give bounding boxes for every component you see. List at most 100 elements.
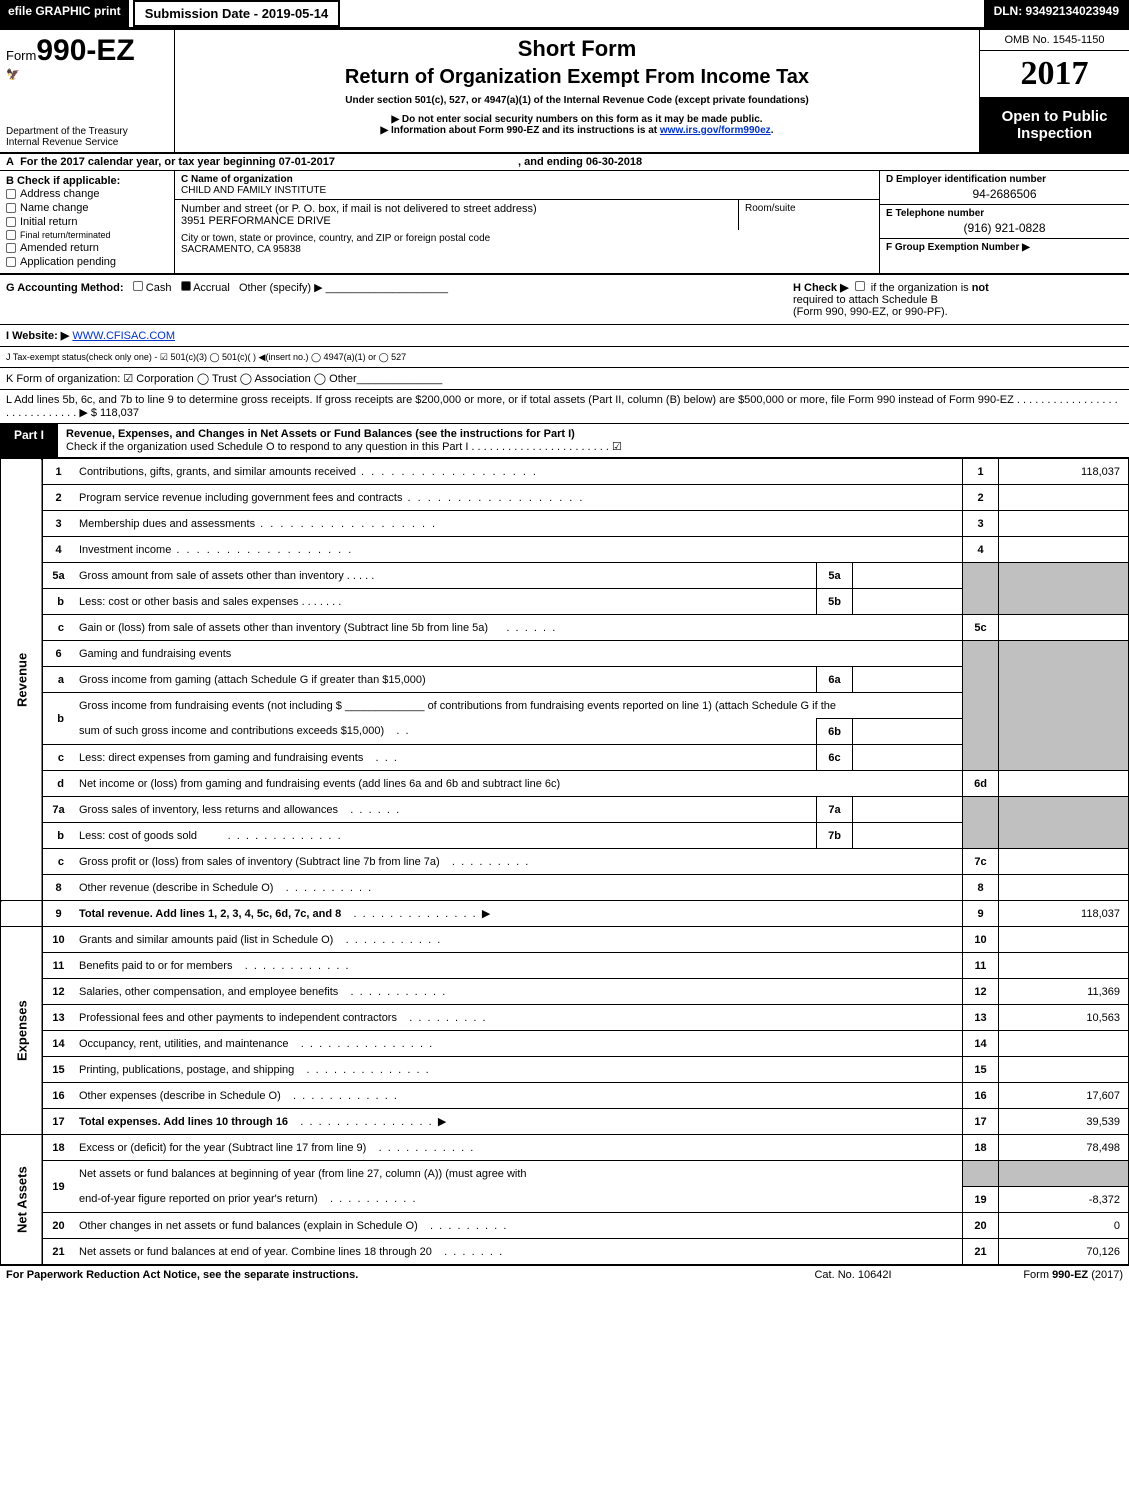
chk-initial-return[interactable]: Initial return — [6, 215, 168, 229]
open-to-public: Open to Public Inspection — [980, 98, 1129, 152]
line-num: 3 — [42, 511, 74, 537]
line-rval — [999, 1031, 1129, 1057]
checkbox-icon — [6, 243, 16, 253]
radio-icon[interactable] — [133, 281, 143, 291]
mini-val — [853, 589, 963, 615]
line-desc: Occupancy, rent, utilities, and maintena… — [74, 1031, 963, 1057]
l-gross-receipts: L Add lines 5b, 6c, and 7b to line 9 to … — [0, 390, 1129, 424]
checkbox-icon — [6, 203, 16, 213]
checkbox-icon — [6, 189, 16, 199]
line-num: 5a — [42, 563, 74, 589]
line-rnum: 3 — [963, 511, 999, 537]
mini-num: 6b — [817, 719, 853, 745]
checkbox-icon[interactable] — [855, 281, 865, 291]
line-rval: -8,372 — [999, 1187, 1129, 1213]
checkbox-icon — [6, 257, 16, 267]
line-20: 20 Other changes in net assets or fund b… — [1, 1213, 1129, 1239]
l-text: L Add lines 5b, 6c, and 7b to line 9 to … — [6, 394, 1118, 419]
line-desc: Professional fees and other payments to … — [74, 1005, 963, 1031]
i-label: I Website: ▶ — [6, 330, 69, 342]
line-desc: Other changes in net assets or fund bala… — [74, 1213, 963, 1239]
chk-final-return[interactable]: Final return/terminated — [6, 229, 168, 241]
k-text: K Form of organization: ☑ Corporation ◯ … — [6, 373, 357, 385]
g-other: Other (specify) ▶ — [239, 282, 323, 294]
line-rval: 118,037 — [999, 901, 1129, 927]
line-rval — [999, 1057, 1129, 1083]
j-tax-exempt-status: J Tax-exempt status(check only one) - ☑ … — [0, 347, 1129, 368]
mini-num: 7b — [817, 823, 853, 849]
checkbox-icon — [6, 230, 16, 240]
expenses-side-label: Expenses — [1, 927, 43, 1135]
title-col: Short Form Return of Organization Exempt… — [175, 30, 979, 152]
line-desc: Total revenue. Add lines 1, 2, 3, 4, 5c,… — [74, 901, 963, 927]
line-rnum: 9 — [963, 901, 999, 927]
chk-application-pending[interactable]: Application pending — [6, 255, 168, 269]
line-3: 3 Membership dues and assessments 3 — [1, 511, 1129, 537]
chk-label: Name change — [20, 202, 89, 214]
line-11: 11 Benefits paid to or for members . . .… — [1, 953, 1129, 979]
e-label: E Telephone number — [886, 208, 984, 219]
mini-val — [853, 719, 963, 745]
chk-name-change[interactable]: Name change — [6, 201, 168, 215]
shaded-cell — [999, 563, 1129, 615]
org-name-cell: C Name of organization CHILD AND FAMILY … — [175, 171, 879, 200]
line-num: 10 — [42, 927, 74, 953]
form-ref-prefix: Form — [1023, 1269, 1052, 1281]
form-ref: Form 990-EZ (2017) — [943, 1269, 1123, 1281]
line-1: Revenue 1 Contributions, gifts, grants, … — [1, 459, 1129, 485]
footer: For Paperwork Reduction Act Notice, see … — [0, 1265, 1129, 1284]
code-section: Under section 501(c), 527, or 4947(a)(1)… — [185, 95, 969, 106]
instructions-link[interactable]: www.irs.gov/form990ez — [660, 125, 771, 136]
line-6b-part1: b Gross income from fundraising events (… — [1, 693, 1129, 719]
line-6a: a Gross income from gaming (attach Sched… — [1, 667, 1129, 693]
line-rnum: 21 — [963, 1239, 999, 1265]
chk-address-change[interactable]: Address change — [6, 187, 168, 201]
line-desc: Program service revenue including govern… — [74, 485, 963, 511]
mini-val — [853, 745, 963, 771]
line-desc: Gross income from fundraising events (no… — [74, 693, 963, 719]
form-prefix: Form — [6, 48, 36, 63]
chk-label: Initial return — [20, 216, 77, 228]
k-form-of-org: K Form of organization: ☑ Corporation ◯ … — [0, 368, 1129, 390]
street-label: Number and street (or P. O. box, if mail… — [181, 203, 537, 215]
chk-amended-return[interactable]: Amended return — [6, 241, 168, 255]
line-rnum: 20 — [963, 1213, 999, 1239]
line-desc: Salaries, other compensation, and employ… — [74, 979, 963, 1005]
website-link[interactable]: WWW.CFISAC.COM — [72, 330, 175, 342]
line-rval — [999, 849, 1129, 875]
part1-header: Part I Revenue, Expenses, and Changes in… — [0, 424, 1129, 458]
dln-label: DLN: 93492134023949 — [984, 0, 1129, 27]
line-rval — [999, 927, 1129, 953]
h-text3: required to attach Schedule B — [793, 294, 938, 306]
line-desc: sum of such gross income and contributio… — [74, 719, 817, 745]
line-desc: end-of-year figure reported on prior yea… — [74, 1187, 963, 1213]
line-num: c — [42, 745, 74, 771]
line-desc: Benefits paid to or for members . . . . … — [74, 953, 963, 979]
f-label: F Group Exemption Number ▶ — [886, 242, 1030, 253]
line-num: 13 — [42, 1005, 74, 1031]
check-col: B Check if applicable: Address change Na… — [0, 171, 175, 273]
line-desc: Gain or (loss) from sale of assets other… — [74, 615, 963, 641]
shaded-cell — [963, 1161, 999, 1187]
radio-icon[interactable] — [181, 281, 191, 291]
g-accounting: G Accounting Method: Cash Accrual Other … — [6, 281, 793, 318]
line-7c: c Gross profit or (loss) from sales of i… — [1, 849, 1129, 875]
shaded-cell — [963, 797, 999, 849]
line-desc: Other expenses (describe in Schedule O) … — [74, 1083, 963, 1109]
phone-cell: E Telephone number (916) 921-0828 — [880, 205, 1129, 239]
chk-label: Final return/terminated — [20, 230, 111, 240]
form-number: 990-EZ — [36, 34, 134, 67]
line-num: b — [42, 823, 74, 849]
line-rnum: 15 — [963, 1057, 999, 1083]
line-num: 8 — [42, 875, 74, 901]
line-desc: Membership dues and assessments — [74, 511, 963, 537]
line-rval: 39,539 — [999, 1109, 1129, 1135]
line-rnum: 17 — [963, 1109, 999, 1135]
line-num: b — [42, 693, 74, 745]
tax-year-text1: For the 2017 calendar year, or tax year … — [20, 156, 335, 168]
line-10: Expenses 10 Grants and similar amounts p… — [1, 927, 1129, 953]
line-num: 11 — [42, 953, 74, 979]
line-num: 21 — [42, 1239, 74, 1265]
tax-year-text2: , and ending 06-30-2018 — [518, 156, 642, 168]
line-16: 16 Other expenses (describe in Schedule … — [1, 1083, 1129, 1109]
